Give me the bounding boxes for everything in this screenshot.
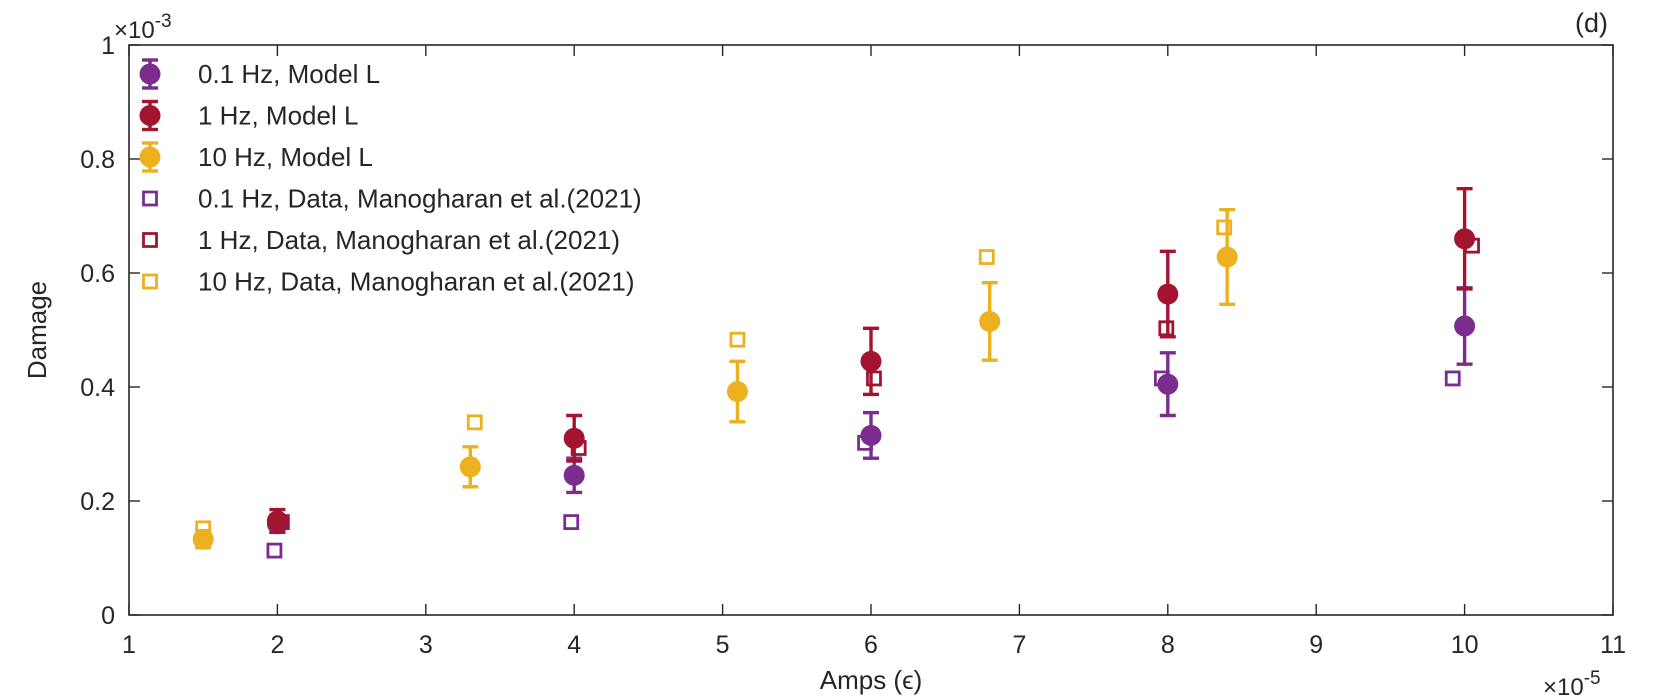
x-tick-label: 7 xyxy=(1012,631,1026,659)
tick-labels: 1 2 3 4 5 6 7 8 9 10 11 0 0.2 0.4 0.6 0.8 1 xyxy=(80,32,1626,659)
panel-label: (d) xyxy=(1575,8,1608,38)
y-tick-label: 0 xyxy=(101,602,115,630)
data-point xyxy=(729,331,746,348)
y-axis-exponent: ×10-3 xyxy=(114,11,172,44)
y-tick-label: 0.4 xyxy=(80,374,115,402)
legend-marker xyxy=(142,273,158,290)
data-point xyxy=(978,249,995,265)
legend-item: 1 Hz, Model L xyxy=(139,99,358,132)
x-axis-label: Amps (ϵ) xyxy=(820,665,923,695)
y-exponent-base: ×10 xyxy=(114,17,155,44)
x-tick-label: 2 xyxy=(270,631,284,659)
legend-item: 0.1 Hz, Model L xyxy=(139,58,380,90)
model-point xyxy=(726,359,748,424)
legend-item: 0.1 Hz, Data, Manogharan et al.(2021) xyxy=(142,184,642,214)
model-point xyxy=(563,413,585,463)
legend-label: 10 Hz, Model L xyxy=(198,142,373,172)
x-exponent-power: -5 xyxy=(1584,668,1601,689)
y-tick-label: 0.6 xyxy=(80,260,115,288)
x-tick-label: 10 xyxy=(1451,631,1479,659)
legend: 0.1 Hz, Model L 1 Hz, Model L 10 Hz, Model… xyxy=(139,58,642,297)
x-tick-label: 9 xyxy=(1309,631,1323,659)
data-point xyxy=(570,440,587,456)
legend-label: 1 Hz, Model L xyxy=(198,101,358,131)
x-tick-label: 1 xyxy=(122,631,136,659)
model-point xyxy=(979,280,1001,362)
data-point xyxy=(857,434,873,451)
legend-item: 1 Hz, Data, Manogharan et al.(2021) xyxy=(142,225,620,255)
x-tick-label: 3 xyxy=(419,631,433,659)
legend-item: 10 Hz, Model L xyxy=(139,141,373,173)
legend-label: 1 Hz, Data, Manogharan et al.(2021) xyxy=(198,225,620,255)
data-point xyxy=(266,542,283,559)
model-point xyxy=(1216,208,1238,307)
legend-marker xyxy=(139,141,161,173)
y-tick-label: 0.2 xyxy=(80,488,115,516)
legend-label: 0.1 Hz, Model L xyxy=(198,59,380,89)
data-point xyxy=(195,520,212,537)
legend-marker xyxy=(142,190,158,207)
x-tick-label: 6 xyxy=(864,631,878,659)
y-tick-label: 0.8 xyxy=(80,146,115,174)
legend-marker xyxy=(139,58,161,90)
x-axis-exponent: ×10-5 xyxy=(1543,668,1601,697)
data-point xyxy=(1158,320,1175,337)
data-point xyxy=(1216,219,1233,236)
y-tick-label: 1 xyxy=(101,32,115,60)
legend-label: 0.1 Hz, Data, Manogharan et al.(2021) xyxy=(198,184,642,214)
data-point xyxy=(466,414,483,431)
x-exponent-base: ×10 xyxy=(1543,674,1584,697)
x-tick-label: 11 xyxy=(1600,631,1626,659)
data-point xyxy=(1464,237,1480,254)
legend-item: 10 Hz, Data, Manogharan et al.(2021) xyxy=(142,267,634,297)
y-axis-label: Damage xyxy=(22,281,52,379)
x-tick-label: 5 xyxy=(716,631,730,659)
data-point xyxy=(866,370,882,387)
data-point xyxy=(273,514,290,530)
data-point xyxy=(1153,370,1170,387)
plot-frame xyxy=(128,44,1614,616)
legend-label: 10 Hz, Data, Manogharan et al.(2021) xyxy=(198,267,634,297)
series-0-1-hz-data-manogharan-et-al-2021- xyxy=(266,370,1461,559)
data-point xyxy=(563,514,580,530)
y-exponent-power: -3 xyxy=(155,11,172,32)
legend-marker xyxy=(142,232,158,248)
x-tick-label: 8 xyxy=(1161,631,1175,659)
x-tick-label: 4 xyxy=(567,631,581,659)
series-10-hz-data-manogharan-et-al-2021- xyxy=(195,219,1233,537)
data-point xyxy=(1444,370,1461,387)
series-1-hz-data-manogharan-et-al-2021- xyxy=(273,237,1480,530)
model-point xyxy=(860,326,882,397)
legend-marker xyxy=(139,99,161,132)
model-point xyxy=(459,445,481,489)
data-marks xyxy=(192,186,1480,559)
